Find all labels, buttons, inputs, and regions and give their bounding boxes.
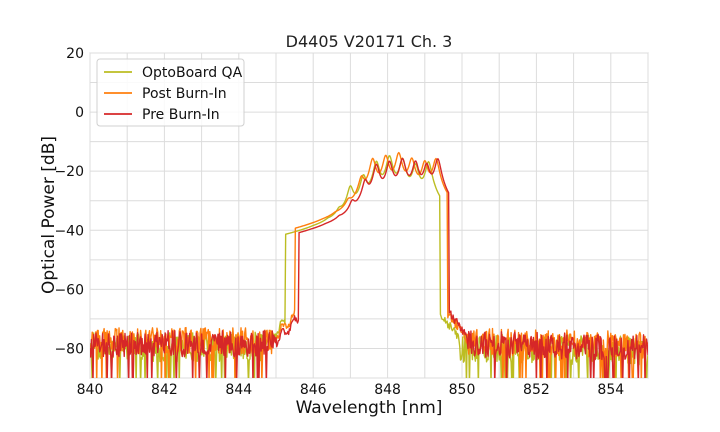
series-line-0 xyxy=(90,155,648,378)
x-tick-label: 852 xyxy=(523,382,550,398)
y-tick-label: −60 xyxy=(54,282,84,298)
x-tick-label: 844 xyxy=(225,382,252,398)
y-tick-label: −20 xyxy=(54,164,84,180)
legend-label: Post Burn-In xyxy=(142,86,227,102)
series-line-1 xyxy=(90,151,648,378)
x-tick-labels: 840 842 844 846 848 850 852 854 xyxy=(77,382,625,398)
legend-label: OptoBoard QA xyxy=(142,65,243,81)
y-tick-label: 0 xyxy=(75,105,84,121)
chart-title: D4405 V20171 Ch. 3 xyxy=(286,32,453,51)
series-lines xyxy=(90,151,648,378)
y-tick-label: 20 xyxy=(66,46,84,62)
x-tick-label: 842 xyxy=(151,382,178,398)
series-line-2 xyxy=(90,157,648,378)
y-tick-label: −40 xyxy=(54,223,84,239)
legend: OptoBoard QA Post Burn-In Pre Burn-In xyxy=(96,58,245,127)
x-tick-label: 848 xyxy=(374,382,401,398)
y-axis-label: Optical Power [dB] xyxy=(39,136,59,294)
x-tick-label: 840 xyxy=(77,382,104,398)
x-tick-label: 850 xyxy=(449,382,476,398)
legend-label: Pre Burn-In xyxy=(142,107,220,123)
y-tick-label: −80 xyxy=(54,341,84,357)
x-axis-label: Wavelength [nm] xyxy=(296,398,443,418)
x-tick-label: 846 xyxy=(300,382,327,398)
y-tick-labels: 20 0 −20 −40 −60 −80 xyxy=(54,46,84,357)
x-tick-label: 854 xyxy=(597,382,624,398)
legend-box xyxy=(96,58,245,127)
